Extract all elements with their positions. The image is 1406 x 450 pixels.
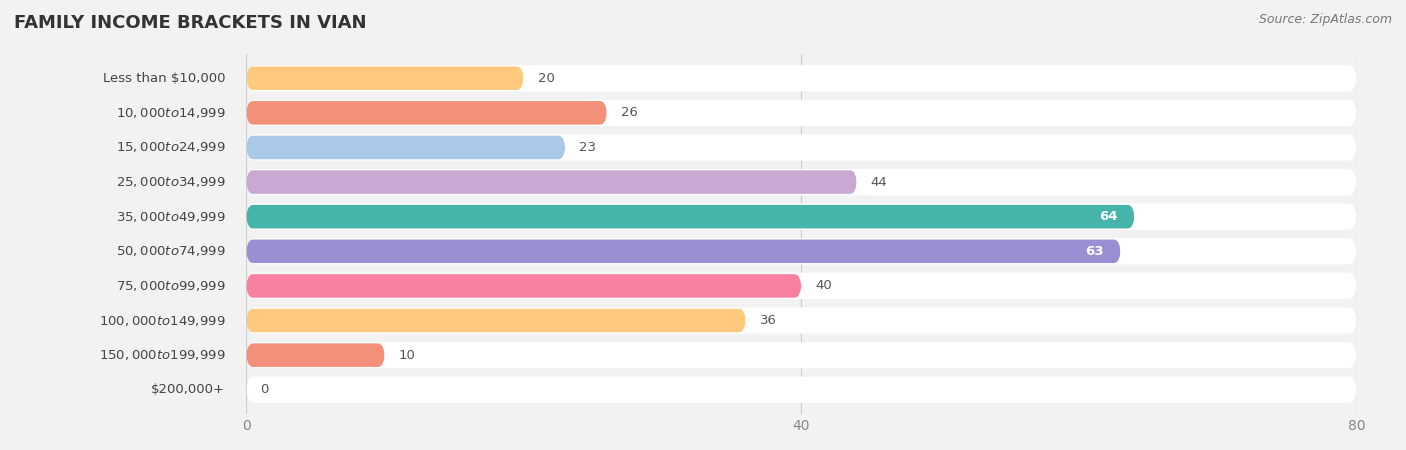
FancyBboxPatch shape (246, 67, 524, 90)
Text: Less than $10,000: Less than $10,000 (103, 72, 225, 85)
Text: 0: 0 (260, 383, 269, 396)
Text: $75,000 to $99,999: $75,000 to $99,999 (115, 279, 225, 293)
Text: 63: 63 (1085, 245, 1104, 258)
Text: 44: 44 (870, 176, 887, 189)
FancyBboxPatch shape (246, 307, 1357, 334)
FancyBboxPatch shape (246, 203, 1357, 230)
FancyBboxPatch shape (246, 101, 607, 125)
Text: 40: 40 (815, 279, 832, 292)
FancyBboxPatch shape (246, 309, 747, 332)
FancyBboxPatch shape (246, 65, 1357, 91)
FancyBboxPatch shape (246, 205, 1135, 229)
Text: FAMILY INCOME BRACKETS IN VIAN: FAMILY INCOME BRACKETS IN VIAN (14, 14, 367, 32)
FancyBboxPatch shape (246, 170, 858, 194)
FancyBboxPatch shape (246, 377, 1357, 403)
FancyBboxPatch shape (246, 274, 801, 298)
Text: 10: 10 (399, 349, 416, 362)
Text: 36: 36 (759, 314, 776, 327)
Text: 64: 64 (1099, 210, 1118, 223)
FancyBboxPatch shape (246, 343, 385, 367)
Text: 20: 20 (537, 72, 554, 85)
FancyBboxPatch shape (246, 136, 565, 159)
Text: $100,000 to $149,999: $100,000 to $149,999 (98, 314, 225, 328)
FancyBboxPatch shape (246, 239, 1121, 263)
FancyBboxPatch shape (246, 238, 1357, 265)
Text: $150,000 to $199,999: $150,000 to $199,999 (98, 348, 225, 362)
FancyBboxPatch shape (246, 273, 1357, 299)
Text: Source: ZipAtlas.com: Source: ZipAtlas.com (1258, 14, 1392, 27)
FancyBboxPatch shape (246, 342, 1357, 368)
Text: $10,000 to $14,999: $10,000 to $14,999 (115, 106, 225, 120)
Text: 26: 26 (621, 106, 638, 119)
FancyBboxPatch shape (246, 100, 1357, 126)
Text: $200,000+: $200,000+ (152, 383, 225, 396)
Text: 23: 23 (579, 141, 596, 154)
Text: $25,000 to $34,999: $25,000 to $34,999 (115, 175, 225, 189)
FancyBboxPatch shape (246, 134, 1357, 161)
Text: $50,000 to $74,999: $50,000 to $74,999 (115, 244, 225, 258)
Text: $35,000 to $49,999: $35,000 to $49,999 (115, 210, 225, 224)
FancyBboxPatch shape (246, 169, 1357, 195)
Text: $15,000 to $24,999: $15,000 to $24,999 (115, 140, 225, 154)
